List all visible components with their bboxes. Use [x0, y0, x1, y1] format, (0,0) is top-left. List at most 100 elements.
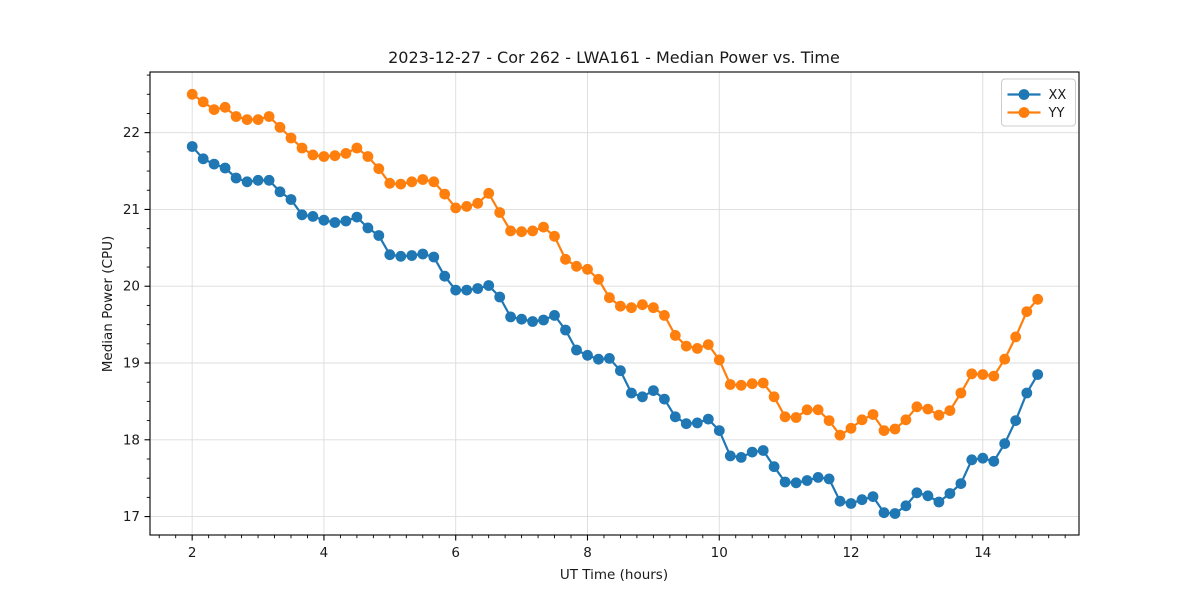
data-point	[351, 142, 363, 154]
data-point	[1032, 369, 1044, 380]
data-point	[571, 344, 582, 356]
data-point	[395, 250, 407, 262]
data-point	[735, 379, 747, 391]
data-point	[977, 369, 989, 380]
data-point	[933, 496, 945, 508]
data-point	[955, 478, 967, 489]
data-point	[615, 365, 626, 377]
data-point	[889, 508, 901, 519]
data-point	[307, 149, 319, 161]
data-point	[362, 222, 374, 234]
data-point	[604, 292, 615, 304]
data-point	[878, 425, 890, 436]
data-point	[230, 111, 242, 122]
data-point	[340, 148, 352, 159]
series-XX	[186, 141, 1044, 519]
data-point	[296, 142, 308, 154]
data-point	[702, 413, 714, 425]
data-point	[329, 150, 341, 162]
data-point	[669, 411, 681, 423]
data-point	[604, 353, 615, 364]
data-point	[615, 300, 626, 312]
data-point	[472, 197, 484, 209]
data-point	[274, 121, 286, 133]
data-point	[505, 311, 516, 323]
x-tick-label: 14	[974, 545, 991, 561]
data-point	[691, 343, 703, 354]
data-point	[779, 476, 791, 488]
data-point	[329, 217, 341, 228]
data-point	[637, 391, 648, 403]
data-point	[505, 225, 516, 237]
data-point	[933, 409, 945, 421]
data-point	[439, 188, 451, 200]
data-point	[889, 423, 901, 435]
data-point	[472, 283, 484, 294]
data-point	[318, 151, 330, 162]
data-point	[856, 414, 868, 426]
data-point	[1010, 415, 1022, 426]
data-point	[999, 353, 1011, 365]
data-point	[845, 422, 857, 434]
data-point	[285, 132, 297, 144]
data-point	[977, 452, 989, 464]
series-line	[191, 145, 1039, 515]
data-point	[186, 88, 198, 100]
data-point	[1032, 293, 1044, 305]
data-point	[735, 452, 747, 463]
data-point	[724, 379, 736, 390]
data-point	[384, 249, 396, 261]
data-point	[406, 176, 418, 188]
data-point	[538, 314, 549, 326]
data-point	[801, 475, 813, 486]
data-point	[428, 176, 440, 188]
data-point	[834, 429, 846, 441]
data-point	[878, 507, 890, 519]
data-point	[724, 450, 736, 462]
data-point	[768, 391, 780, 403]
chart-title: 2023-12-27 - Cor 262 - LWA161 - Median P…	[388, 48, 840, 67]
data-point	[208, 104, 220, 115]
data-point	[988, 370, 1000, 382]
data-point	[263, 174, 275, 186]
data-point	[461, 201, 473, 212]
data-point	[263, 111, 275, 122]
data-point	[626, 302, 637, 314]
data-point	[713, 354, 725, 366]
data-point	[867, 409, 879, 420]
x-tick-label: 2	[188, 545, 197, 561]
data-point	[417, 174, 429, 185]
data-point	[834, 495, 846, 507]
x-axis-label: UT Time (hours)	[560, 567, 668, 583]
y-tick-label: 19	[123, 356, 140, 372]
data-point	[373, 230, 385, 241]
data-point	[527, 316, 538, 327]
data-point	[483, 280, 495, 291]
data-point	[900, 500, 912, 512]
data-point	[911, 401, 923, 413]
legend-marker	[1018, 89, 1030, 100]
data-point	[713, 425, 725, 436]
data-point	[428, 251, 440, 263]
data-point	[911, 487, 923, 499]
data-point	[823, 473, 835, 485]
data-point	[461, 284, 473, 296]
tick-labels: 2 4 6 8 10 12 14 17 18 19 20 21 22	[123, 125, 992, 561]
data-point	[746, 446, 758, 458]
data-point	[593, 273, 604, 285]
data-point	[1021, 387, 1033, 399]
x-tick-label: 10	[711, 545, 728, 561]
plot-border	[149, 71, 1080, 536]
x-tick-label: 8	[583, 545, 592, 561]
x-tick-label: 4	[320, 545, 329, 561]
data-point	[208, 158, 220, 170]
data-point	[296, 209, 308, 221]
data-point	[351, 211, 363, 223]
data-point	[823, 415, 835, 426]
data-point	[999, 438, 1011, 449]
data-point	[944, 488, 956, 499]
legend: XX YY	[1001, 78, 1076, 127]
y-tick-label: 18	[123, 432, 140, 448]
data-point	[900, 414, 912, 426]
data-point	[1010, 331, 1022, 343]
